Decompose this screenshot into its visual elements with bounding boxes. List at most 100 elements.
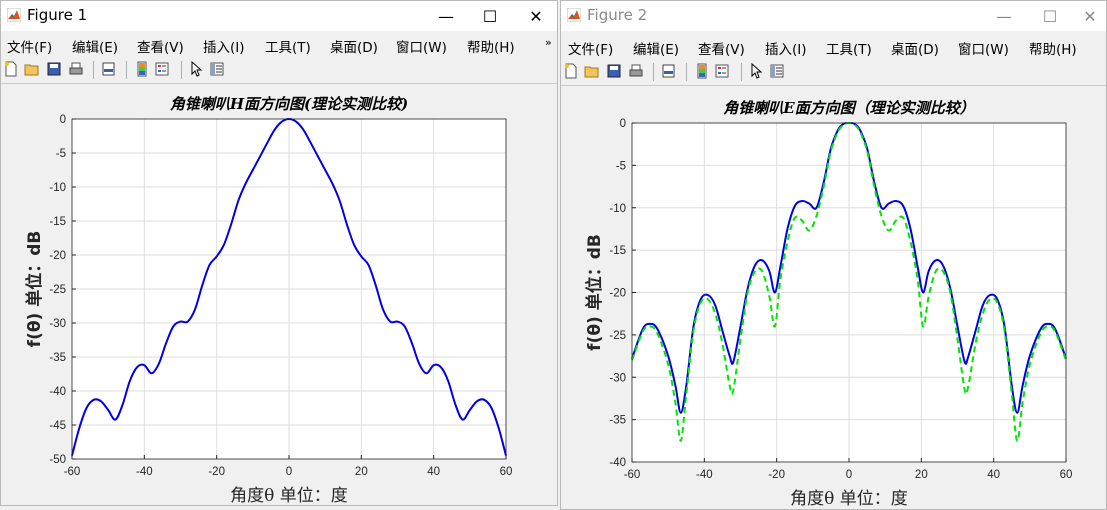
menu-window[interactable]: 窗口(W) (396, 40, 447, 56)
insert-colorbar-icon[interactable] (134, 61, 150, 77)
x-tick-label: -20 (768, 469, 785, 481)
toolbar-separator (93, 61, 94, 79)
menu-window[interactable]: 窗口(W) (958, 42, 1009, 58)
menu-bar: 文件(F) 编辑(E) 查看(V) 插入(I) 工具(T) 桌面(D) 窗口(W… (561, 33, 1106, 59)
maximize-button[interactable]: ☐ (482, 6, 498, 26)
e-plane-chart[interactable]: -60 -40 -20 0 20 40 600-5-10-15-20-25-30-35-40… (561, 87, 1107, 510)
close-button[interactable]: ✕ (1083, 6, 1097, 26)
print-preview-icon[interactable] (101, 61, 117, 77)
edit-plot-arrow-icon[interactable] (748, 62, 764, 79)
y-tick-label: -20 (49, 250, 66, 262)
figure-area: -60 -40 -20 0 20 40 60 0 -5 -10 -15 -20 -25 -30 -35 -40… (561, 87, 1106, 509)
new-figure-icon[interactable] (563, 63, 579, 79)
y-tick-label: 0 (620, 118, 626, 130)
menu-insert[interactable]: 插入(I) (765, 42, 807, 58)
menu-edit[interactable]: 编辑(E) (72, 40, 119, 56)
title-bar[interactable]: Figure 1 — ☐ ✕ (1, 1, 557, 31)
insert-legend-icon[interactable] (714, 63, 730, 79)
property-inspector-icon[interactable] (769, 63, 785, 79)
x-tick-label: -40 (696, 469, 713, 481)
y-axis-label: f(θ) 单位：dB (24, 231, 45, 348)
minimize-button[interactable]: — (438, 6, 454, 26)
y-tick-label: -30 (49, 318, 66, 330)
print-preview-icon[interactable] (661, 63, 677, 79)
window-title: Figure 1 (27, 6, 88, 24)
chart-title: 角锥喇叭H面方向图(理论实测比较) (170, 95, 408, 113)
toolbar-separator (126, 61, 127, 79)
x-tick-label: 0 (846, 469, 852, 481)
open-file-icon[interactable] (584, 63, 600, 79)
y-tick-label: -25 (49, 284, 66, 296)
y-tick-label: 0 (60, 114, 66, 126)
y-tick-label: -40 (609, 457, 626, 469)
y-tick-label: -10 (609, 203, 626, 215)
new-figure-icon[interactable] (3, 61, 19, 77)
minimize-button[interactable]: — (996, 6, 1012, 26)
y-tick-label: -15 (49, 216, 66, 228)
property-inspector-icon[interactable] (209, 61, 225, 77)
figure-1-window: Figure 1 — ☐ ✕ 文件(F) 编辑(E) 查看(V) 插入(I) 工… (0, 0, 558, 506)
menu-view[interactable]: 查看(V) (698, 42, 745, 58)
save-icon[interactable] (606, 63, 622, 79)
y-tick-label: -15 (609, 245, 626, 257)
toolbar-separator (741, 63, 742, 81)
chart-title: 角锥喇叭E面方向图（理论实测比较） (723, 99, 974, 117)
matlab-icon (567, 8, 581, 22)
y-tick-label: -40 (49, 386, 66, 398)
menu-file[interactable]: 文件(F) (568, 42, 614, 58)
menu-view[interactable]: 查看(V) (137, 40, 184, 56)
y-tick-label: -10 (49, 182, 66, 194)
x-tick-label: -40 (136, 466, 153, 478)
menu-file[interactable]: 文件(F) (7, 40, 53, 56)
menu-edit[interactable]: 编辑(E) (633, 42, 680, 58)
y-tick-label: -35 (609, 415, 626, 427)
y-tick-label: -25 (609, 330, 626, 342)
menu-desktop[interactable]: 桌面(D) (891, 42, 939, 58)
y-tick-label: -35 (49, 352, 66, 364)
y-tick-label: -30 (609, 372, 626, 384)
menu-desktop[interactable]: 桌面(D) (330, 40, 378, 56)
toolbar (1, 57, 557, 84)
x-tick-label: 0 (286, 466, 292, 478)
close-button[interactable]: ✕ (529, 6, 543, 26)
menu-bar: 文件(F) 编辑(E) 查看(V) 插入(I) 工具(T) 桌面(D) 窗口(W… (1, 31, 557, 57)
h-plane-chart[interactable]: -60 -40 -20 0 20 40 60 0 -5 -10 -15 -20 -25 -30 -35 -40… (1, 85, 558, 506)
y-tick-label: -5 (616, 160, 626, 172)
edit-plot-arrow-icon[interactable] (188, 60, 204, 77)
x-tick-label: 40 (987, 469, 1000, 481)
print-icon[interactable] (68, 61, 84, 77)
menu-tools[interactable]: 工具(T) (265, 40, 311, 56)
x-tick-label: -60 (64, 466, 81, 478)
x-tick-label: 40 (427, 466, 440, 478)
menu-help[interactable]: 帮助(H) (467, 40, 515, 56)
x-axis-label: 角度θ 单位：度 (790, 489, 908, 509)
menu-insert[interactable]: 插入(I) (203, 40, 245, 56)
print-icon[interactable] (628, 63, 644, 79)
window-title: Figure 2 (587, 6, 648, 24)
maximize-button[interactable]: ☐ (1042, 6, 1058, 26)
y-tick-label: -45 (49, 420, 66, 432)
title-bar[interactable]: Figure 2 — ☐ ✕ (561, 1, 1106, 31)
open-file-icon[interactable] (24, 61, 40, 77)
x-axis-label: 角度θ 单位：度 (230, 486, 348, 506)
x-tick-label: 20 (915, 469, 928, 481)
x-tick-label: 20 (355, 466, 368, 478)
insert-legend-icon[interactable] (154, 61, 170, 77)
toolbar (561, 59, 1106, 86)
save-icon[interactable] (46, 61, 62, 77)
y-tick-label: -50 (49, 454, 66, 466)
toolbar-separator (686, 63, 687, 81)
x-tick-label: 60 (500, 466, 513, 478)
x-tick-label: -60 (624, 469, 641, 481)
y-tick-label: -5 (56, 148, 66, 160)
toolbar-separator (181, 61, 182, 79)
figure-2-window: Figure 2 — ☐ ✕ 文件(F) 编辑(E) 查看(V) 插入(I) 工… (560, 0, 1107, 510)
insert-colorbar-icon[interactable] (694, 63, 710, 79)
menu-tools[interactable]: 工具(T) (826, 42, 872, 58)
figure-area: -60 -40 -20 0 20 40 60 0 -5 -10 -15 -20 -25 -30 -35 -40… (1, 85, 557, 505)
x-tick-label: 60 (1060, 469, 1073, 481)
y-axis-label: f(θ) 单位：dB (584, 234, 605, 351)
menu-overflow-icon[interactable]: » (545, 36, 552, 49)
menu-help[interactable]: 帮助(H) (1029, 42, 1077, 58)
matlab-icon (7, 8, 21, 22)
